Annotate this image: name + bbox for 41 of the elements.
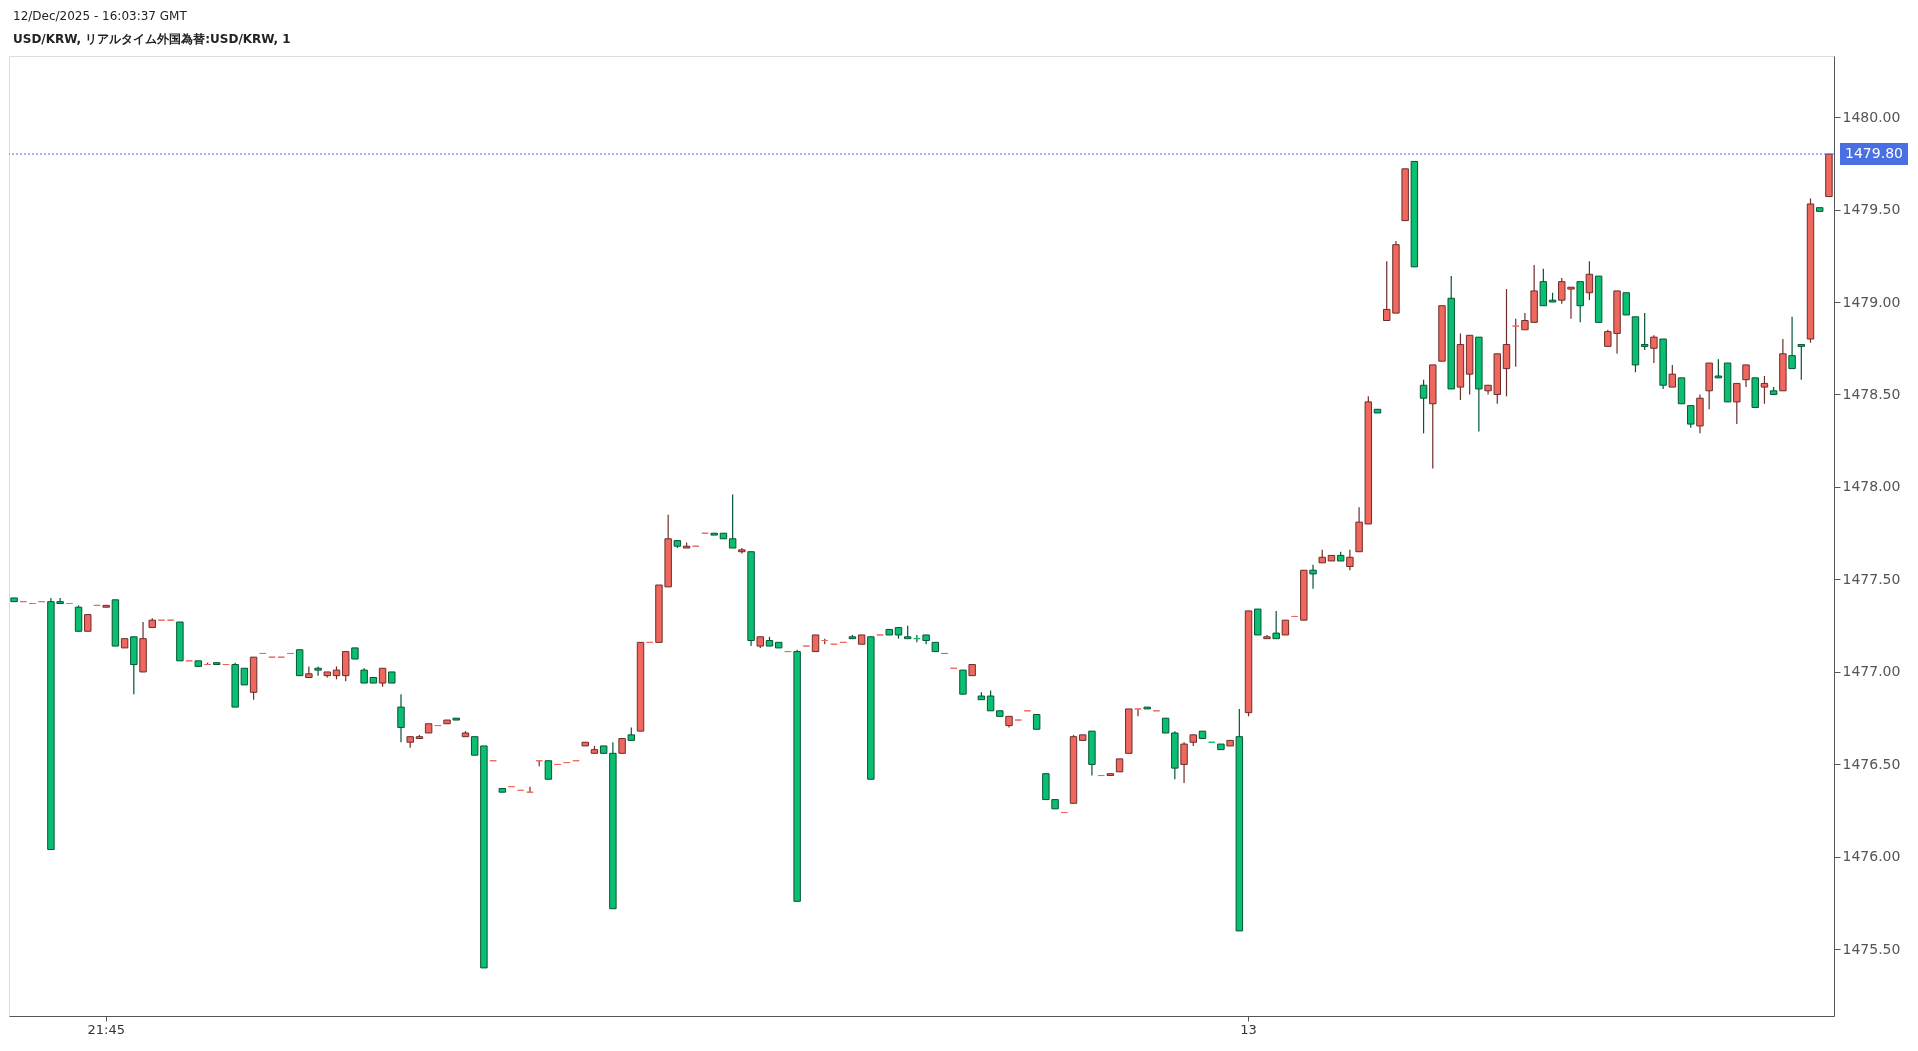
candlestick (305, 665, 313, 679)
y-tick-label: 1475.50 (1842, 940, 1901, 957)
y-tick-label: 1479.50 (1842, 201, 1901, 218)
candlestick (1687, 405, 1695, 429)
candlestick (1733, 382, 1741, 425)
candlestick (1180, 741, 1188, 784)
candlestick (397, 693, 405, 743)
candlestick (728, 493, 737, 549)
candlestick (1788, 316, 1796, 370)
candlestick (314, 665, 322, 677)
y-tick-label: 1477.50 (1842, 570, 1901, 587)
chart-title: USD/KRW, リアルタイム外国為替:USD/KRW, 1 (13, 32, 291, 46)
candlestick (378, 667, 387, 688)
candlestick (1760, 375, 1769, 405)
candlestick (1134, 708, 1142, 717)
ref-line-label: 1479.80 (1845, 145, 1903, 162)
candlestick (1668, 364, 1677, 388)
candlestick (1797, 343, 1806, 381)
candlestick (1585, 260, 1594, 301)
y-tick-label: 1477.00 (1842, 663, 1901, 680)
x-tick-label: 13 (1240, 1021, 1257, 1037)
candlestick (1419, 379, 1428, 434)
candlestick (1650, 334, 1658, 364)
text: 12/Dec/2025 - 16:03:37 GMT (13, 9, 188, 23)
candlestick (1309, 564, 1317, 590)
candlestick (1742, 364, 1750, 388)
y-tick-label: 1476.50 (1842, 755, 1901, 772)
candlestick (544, 760, 553, 780)
y-tick-label: 1479.00 (1842, 293, 1901, 310)
candlestick (1511, 318, 1520, 368)
candlestick (1272, 610, 1280, 640)
y-tick-label: 1476.00 (1842, 848, 1901, 865)
y-tick-label: 1480.00 (1842, 108, 1901, 125)
candlestick (1640, 312, 1649, 351)
candlestick (986, 689, 995, 712)
candlestick (1622, 292, 1630, 316)
candlestick (1346, 549, 1354, 571)
y-tick-label: 1478.50 (1842, 386, 1901, 402)
x-tick-label: 21:45 (87, 1021, 125, 1037)
candlestick (1714, 358, 1723, 379)
y-tick-label: 1478.00 (1842, 478, 1901, 495)
